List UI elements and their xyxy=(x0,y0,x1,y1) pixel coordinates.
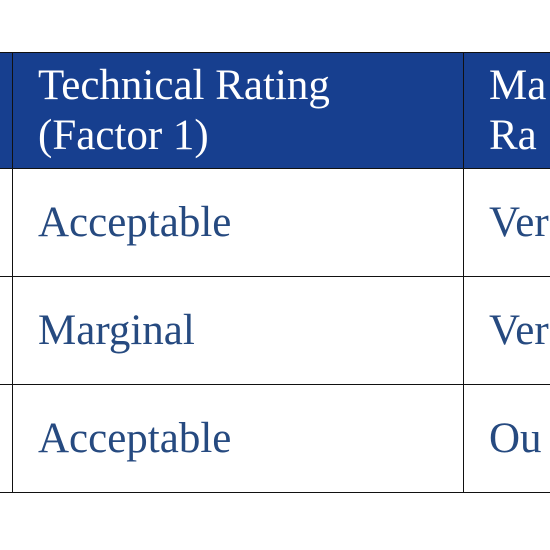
rating-table: Technical Rating (Factor 1) Ma Ra Accepta… xyxy=(0,52,550,493)
header-cell xyxy=(0,52,13,169)
table-cell xyxy=(0,276,13,385)
table-row: Acceptable Ver xyxy=(0,168,550,277)
table-row: Marginal Ver xyxy=(0,276,550,385)
table-cell xyxy=(0,384,13,493)
table-cell xyxy=(0,168,13,277)
table-cell: Acceptable xyxy=(12,168,464,277)
table-cell: Marginal xyxy=(12,276,464,385)
header-row: Technical Rating (Factor 1) Ma Ra xyxy=(0,52,550,169)
table-cell: Ver xyxy=(463,276,550,385)
table-cell: Ou xyxy=(463,384,550,493)
table-cell: Ver xyxy=(463,168,550,277)
header-cell: Technical Rating (Factor 1) xyxy=(12,52,464,169)
table-row: Acceptable Ou xyxy=(0,384,550,493)
header-cell: Ma Ra xyxy=(463,52,550,169)
table-cell: Acceptable xyxy=(12,384,464,493)
